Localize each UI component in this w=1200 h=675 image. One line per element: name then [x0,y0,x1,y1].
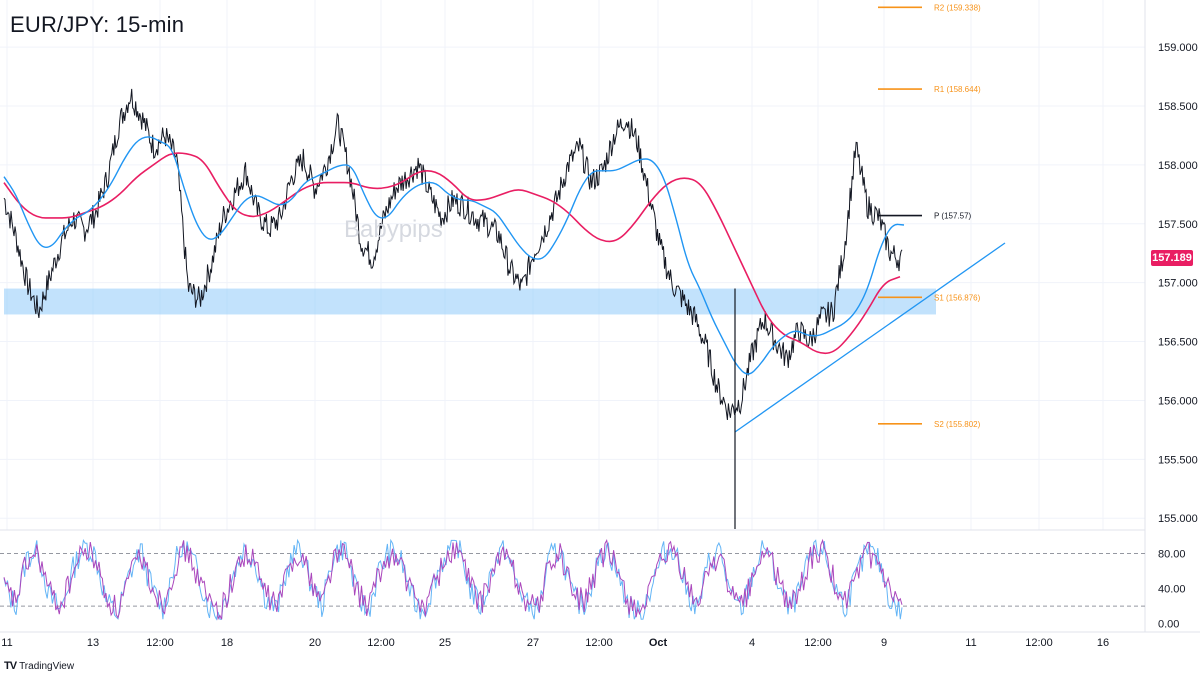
time-tick-label: 11 [1,637,12,649]
rsi-line [3,538,903,621]
price-series-line [3,88,903,421]
rsi-pane: 80.00 40.00 0.00 [0,538,1186,631]
rsi-tick-label: 0.00 [1158,619,1179,631]
price-tick-label: 157.500 [1158,219,1198,231]
time-tick-label: 12:00 [367,637,395,649]
brand-name: TradingView [19,660,75,672]
price-tick-label: 156.500 [1158,337,1198,349]
time-tick-label: 12:00 [146,637,174,649]
time-tick-label: 25 [439,637,451,649]
pivot-level-label: R2 (159.338) [934,3,981,12]
time-tick-label: 27 [527,637,539,649]
pivot-level-label: S1 (156.876) [934,293,981,302]
time-tick-label: 11 [965,637,976,649]
time-tick-label: 9 [881,637,887,649]
price-tick-label: 155.000 [1158,513,1198,525]
price-tick-label: 156.000 [1158,395,1198,407]
ascending-trendline [734,242,1006,433]
price-tick-label: 158.000 [1158,160,1198,172]
chart-title: EUR/JPY: 15-min [10,12,185,37]
time-axis: 11 13 12:00 18 20 12:00 25 27 12:00 Oct 4 12:00 9 11 1… [1,637,1109,649]
tradingview-logo: TV [4,660,17,672]
price-tick-label: 158.500 [1158,101,1198,113]
pivot-levels: R2 (159.338) R1 (158.644) P (157.57) S1 (15… [878,3,981,429]
ema-fast-line [3,136,905,375]
pivot-level-label: S2 (155.802) [934,420,981,429]
pivot-level-label: P (157.57) [934,212,972,221]
time-tick-label: 20 [309,637,321,649]
support-zone [4,288,936,315]
time-tick-label: 13 [87,637,99,649]
rsi-tick-label: 80.00 [1158,549,1186,561]
price-tick-label: 155.500 [1158,454,1198,466]
pivot-level-label: R1 (158.644) [934,85,981,94]
time-tick-label: 12:00 [1025,637,1053,649]
watermark: Babypips [344,216,443,243]
time-tick-label: 16 [1097,637,1109,649]
time-tick-label: Oct [649,637,668,649]
current-price-tag: 157.189 [1151,250,1193,266]
price-tick-label: 157.000 [1158,278,1198,290]
time-tick-label: 4 [749,637,755,649]
tradingview-brand: TV TradingView [4,660,74,672]
rsi-line [3,538,903,621]
time-tick-label: 12:00 [585,637,613,649]
chart-grid [0,0,1145,530]
time-tick-label: 18 [221,637,233,649]
price-tick-label: 159.000 [1158,42,1198,54]
price-axis: 159.000 158.500 158.000 157.500 157.000 156.5… [1158,42,1198,525]
ema-slow-line [3,152,901,355]
rsi-tick-label: 40.00 [1158,584,1186,596]
time-tick-label: 12:00 [804,637,832,649]
